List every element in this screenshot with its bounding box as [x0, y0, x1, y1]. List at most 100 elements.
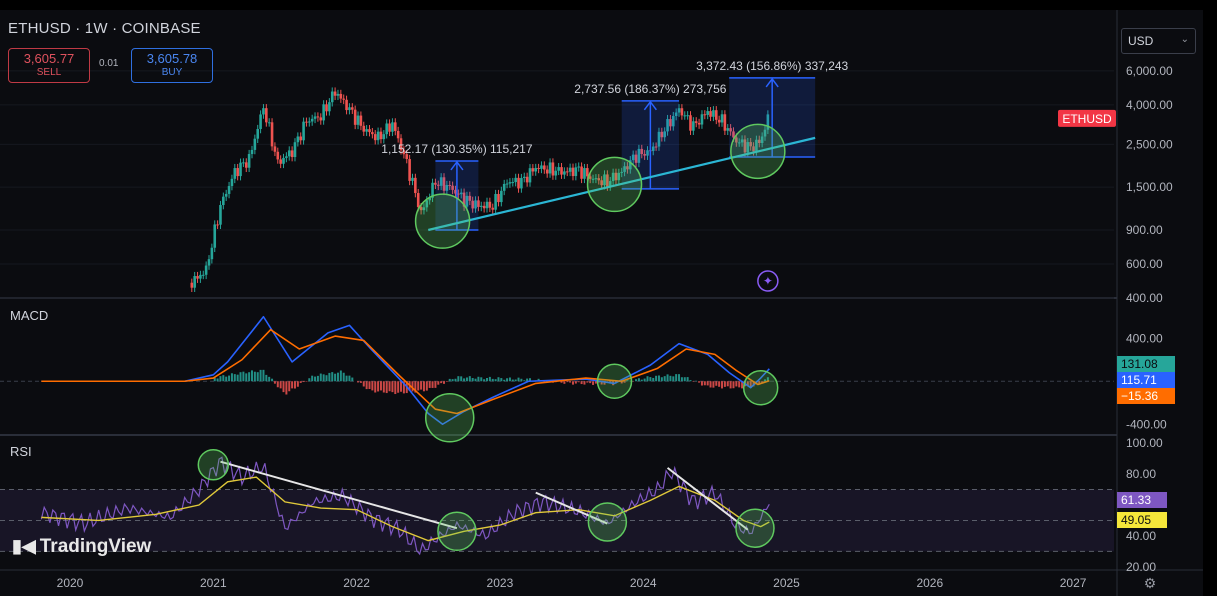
macd-histogram-bar	[322, 374, 325, 382]
macd-histogram-bar	[517, 377, 520, 382]
chart-canvas[interactable]: 6,000.00 4,000.00 2,500.00 1,500.00 900.00 60…	[0, 10, 1203, 596]
macd-histogram-bar	[362, 381, 365, 387]
macd-highlight-circle	[424, 393, 475, 443]
rsi-tick-label: 20.00	[1126, 560, 1156, 574]
buy-button[interactable]: 3,605.78 BUY	[131, 48, 213, 83]
candle	[376, 131, 380, 141]
macd-histogram-bar	[219, 376, 222, 382]
macd-histogram-bar	[503, 379, 506, 382]
macd-histogram-bar	[666, 374, 669, 382]
candle	[471, 200, 474, 209]
macd-value-text: 131.08	[1121, 357, 1158, 371]
star-icon	[757, 270, 779, 292]
macd-histogram-bar	[480, 377, 483, 382]
macd-histogram-bar	[271, 378, 274, 382]
time-tick-label: 2025	[773, 576, 800, 590]
candle	[588, 176, 592, 179]
candle	[623, 166, 626, 172]
macd-histogram-bar	[592, 381, 595, 385]
candle	[560, 167, 563, 175]
candle	[199, 274, 202, 279]
currency-select[interactable]: USD ⌄	[1121, 28, 1196, 54]
macd-histogram-bar	[368, 381, 371, 390]
macd-histogram-bar	[336, 372, 339, 382]
candle	[330, 91, 334, 103]
candle	[706, 111, 709, 115]
macd-histogram-bar	[477, 376, 480, 382]
macd-histogram-bar	[594, 381, 597, 384]
candle	[755, 139, 758, 152]
macd-histogram-bar	[228, 375, 231, 382]
candle	[351, 107, 354, 110]
macd-tick-label: 400.00	[1126, 331, 1163, 345]
macd-histogram-bar	[314, 376, 317, 382]
candle	[600, 180, 603, 186]
macd-histogram-bar	[265, 374, 268, 382]
macd-histogram-bar	[603, 381, 606, 385]
price-tick-label: 900.00	[1126, 223, 1163, 237]
macd-histogram-bar	[288, 381, 291, 392]
candle	[253, 138, 257, 150]
macd-histogram-bar	[334, 373, 337, 382]
macd-histogram-bar	[506, 378, 509, 382]
candle	[766, 114, 770, 130]
candle	[290, 150, 294, 158]
candle	[528, 168, 532, 183]
macd-histogram-bar	[514, 379, 517, 382]
candle	[265, 108, 268, 123]
buy-label: BUY	[161, 67, 183, 78]
candle	[749, 142, 752, 147]
time-tick-label: 2026	[916, 576, 943, 590]
candle	[396, 130, 400, 139]
candle	[353, 109, 357, 125]
sell-button[interactable]: 3,605.77 SELL	[8, 48, 90, 83]
macd-histogram-bar	[262, 369, 265, 382]
candle	[465, 195, 469, 207]
candle	[425, 200, 429, 208]
macd-histogram-bar	[279, 381, 282, 389]
macd-histogram-bar	[726, 381, 729, 387]
measure-arrow-head	[643, 100, 657, 111]
candle	[511, 182, 515, 184]
macd-histogram-bar	[299, 381, 302, 383]
candle	[242, 162, 245, 164]
macd-histogram-bar	[236, 374, 239, 382]
rsi-line	[40, 456, 770, 556]
candle	[479, 205, 483, 207]
candle	[726, 128, 730, 131]
highlight-circle	[730, 123, 786, 180]
candle	[305, 121, 308, 123]
macd-histogram-bar	[660, 377, 663, 382]
rsi-tick-label: 80.00	[1126, 467, 1156, 481]
candle	[743, 139, 747, 153]
rsi-divergence-line	[535, 491, 608, 525]
candle	[204, 265, 208, 275]
candle	[411, 177, 414, 181]
candle	[262, 108, 265, 115]
candle	[629, 160, 632, 170]
macd-histogram-bar	[563, 381, 566, 384]
macd-histogram-bar	[675, 374, 678, 382]
macd-histogram-bar	[721, 381, 724, 389]
macd-histogram-bar	[577, 381, 580, 383]
candle	[525, 176, 529, 183]
rsi-panel-label: RSI	[10, 444, 32, 459]
candle	[393, 122, 397, 131]
macd-histogram-bar	[483, 379, 486, 382]
macd-signal-line	[41, 328, 770, 415]
symbol-badge	[1058, 109, 1116, 127]
macd-histogram-bar	[718, 381, 721, 387]
macd-histogram-bar	[293, 381, 296, 389]
candle	[267, 122, 271, 124]
macd-histogram-bar	[225, 376, 228, 382]
macd-histogram-bar	[732, 381, 735, 389]
candle	[752, 146, 755, 152]
macd-histogram-bar	[285, 381, 288, 395]
candle	[356, 115, 360, 125]
macd-histogram-bar	[371, 381, 374, 391]
macd-value-badge	[1117, 356, 1175, 372]
macd-histogram-bar	[486, 378, 489, 382]
macd-histogram-bar	[316, 375, 319, 382]
macd-histogram-bar	[574, 381, 577, 384]
candle	[414, 177, 417, 194]
